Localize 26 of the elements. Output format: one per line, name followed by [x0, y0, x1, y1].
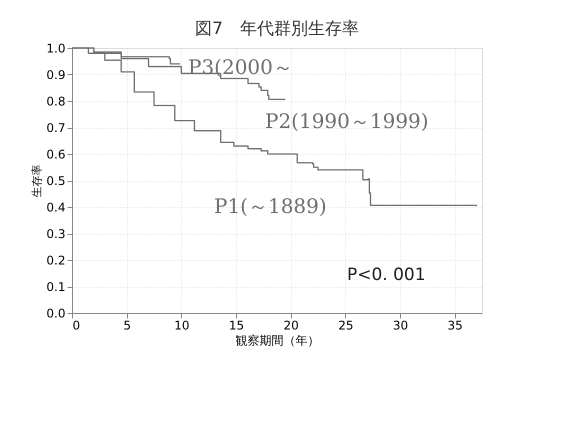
y-tick-label: 0.8	[46, 94, 66, 108]
series-label: P2(1990～1999)	[265, 109, 429, 133]
y-tick-label: 0.1	[46, 280, 66, 294]
chart-title: 図7 年代群別生存率	[195, 19, 359, 39]
annotation: P<0. 001	[347, 265, 426, 285]
y-axis-title: 生存率	[30, 164, 44, 198]
x-tick-label: 30	[392, 318, 408, 332]
x-tick-label: 10	[174, 318, 190, 332]
y-tick-label: 0.4	[46, 200, 66, 214]
x-tick-label: 0	[72, 318, 80, 332]
y-tick-label: 0.6	[46, 148, 66, 162]
x-tick-label: 15	[228, 318, 244, 332]
y-tick-label: 0.2	[46, 254, 66, 268]
y-tick-label: 0.7	[46, 121, 66, 135]
y-tick-label: 0.5	[46, 174, 66, 188]
y-tick-label: 1.0	[46, 42, 66, 56]
x-tick-label: 35	[448, 318, 463, 332]
series-label: P1(～1889)	[214, 194, 327, 218]
y-tick-label: 0.9	[46, 68, 66, 82]
x-tick-label: 5	[123, 318, 131, 332]
x-tick-label: 20	[284, 318, 299, 332]
x-tick-label: 25	[338, 318, 354, 332]
series-label: P3(2000～	[188, 55, 293, 79]
x-axis-title: 観察期間（年）	[236, 334, 320, 348]
y-tick-label: 0.3	[46, 227, 66, 241]
y-tick-label: 0.0	[46, 306, 66, 320]
